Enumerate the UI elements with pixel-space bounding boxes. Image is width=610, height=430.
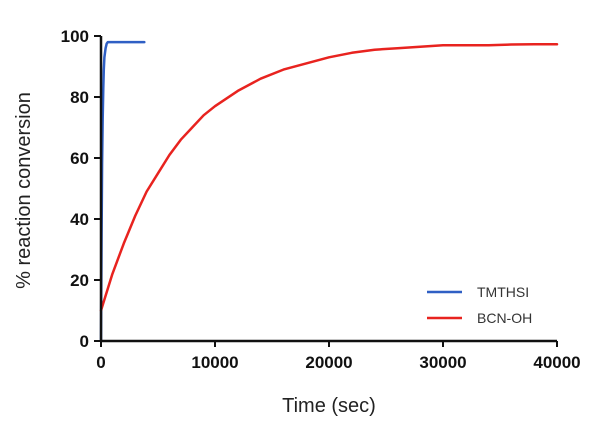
x-tick-label: 40000: [533, 353, 580, 372]
y-tick-label: 60: [70, 149, 89, 168]
legend-label-tmthsi: TMTHSI: [477, 284, 529, 300]
y-tick-label: 100: [61, 27, 89, 46]
y-axis-title: % reaction conversion: [13, 92, 35, 289]
series-line-tmthsi: [99, 40, 146, 343]
series-line-bcn-oh: [99, 42, 559, 312]
x-tick-label: 10000: [191, 353, 238, 372]
y-tick-label: 80: [70, 88, 89, 107]
x-tick-label: 0: [96, 353, 105, 372]
y-tick-label: 20: [70, 271, 89, 290]
x-axis-title: Time (sec): [282, 395, 376, 417]
x-tick-label: 20000: [305, 353, 352, 372]
plot-lines: [99, 40, 559, 343]
y-tick-label: 40: [70, 210, 89, 229]
y-axis-ticks: 0 20 40 60 80 100: [61, 27, 101, 351]
x-tick-label: 30000: [419, 353, 466, 372]
x-axis-ticks: 0 10000 20000 30000 40000: [96, 341, 581, 372]
y-tick-label: 0: [80, 332, 89, 351]
legend: TMTHSI BCN-OH: [427, 284, 532, 326]
legend-label-bcn-oh: BCN-OH: [477, 310, 532, 326]
